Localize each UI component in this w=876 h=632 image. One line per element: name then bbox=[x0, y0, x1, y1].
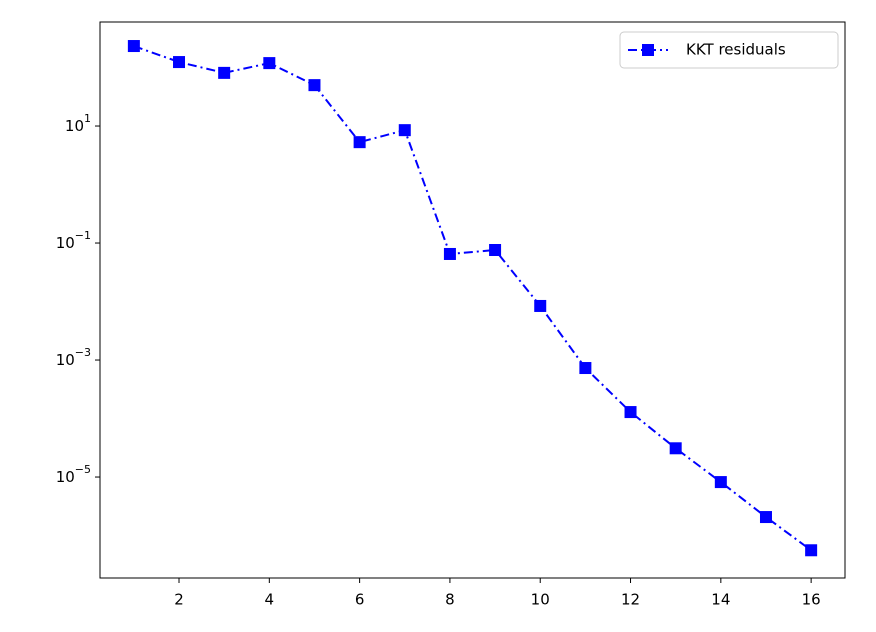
data-point bbox=[127, 40, 140, 53]
data-point bbox=[263, 57, 276, 70]
legend-box bbox=[619, 31, 839, 69]
x-tick-label: 14 bbox=[711, 591, 730, 609]
data-point bbox=[353, 136, 366, 149]
x-tick-label: 12 bbox=[621, 591, 640, 609]
data-point bbox=[489, 244, 502, 257]
legend-marker bbox=[642, 44, 654, 56]
y-tick-label: 10−1 bbox=[56, 229, 91, 252]
legend-label: KKT residuals bbox=[686, 41, 786, 59]
y-tick-label: 10−5 bbox=[56, 463, 91, 486]
data-point bbox=[805, 544, 818, 557]
data-point bbox=[534, 299, 547, 312]
legend: KKT residuals bbox=[619, 31, 839, 69]
x-tick-label: 8 bbox=[445, 591, 455, 609]
data-point bbox=[759, 511, 772, 524]
data-point bbox=[173, 56, 186, 69]
y-tick-label: 101 bbox=[65, 112, 91, 135]
data-point bbox=[669, 442, 682, 455]
y-tick-label: 10−3 bbox=[56, 346, 91, 369]
data-point bbox=[624, 406, 637, 419]
data-point bbox=[443, 247, 456, 260]
series-line bbox=[133, 45, 812, 552]
data-point bbox=[714, 476, 727, 489]
x-tick-label: 16 bbox=[802, 591, 821, 609]
x-tick-label: 4 bbox=[265, 591, 275, 609]
data-point bbox=[308, 79, 321, 92]
data-point bbox=[398, 124, 411, 137]
data-point bbox=[218, 66, 231, 79]
x-tick-label: 10 bbox=[531, 591, 550, 609]
plot-frame bbox=[99, 21, 846, 579]
data-point bbox=[579, 362, 592, 375]
x-tick-label: 6 bbox=[355, 591, 365, 609]
x-tick-label: 2 bbox=[174, 591, 184, 609]
